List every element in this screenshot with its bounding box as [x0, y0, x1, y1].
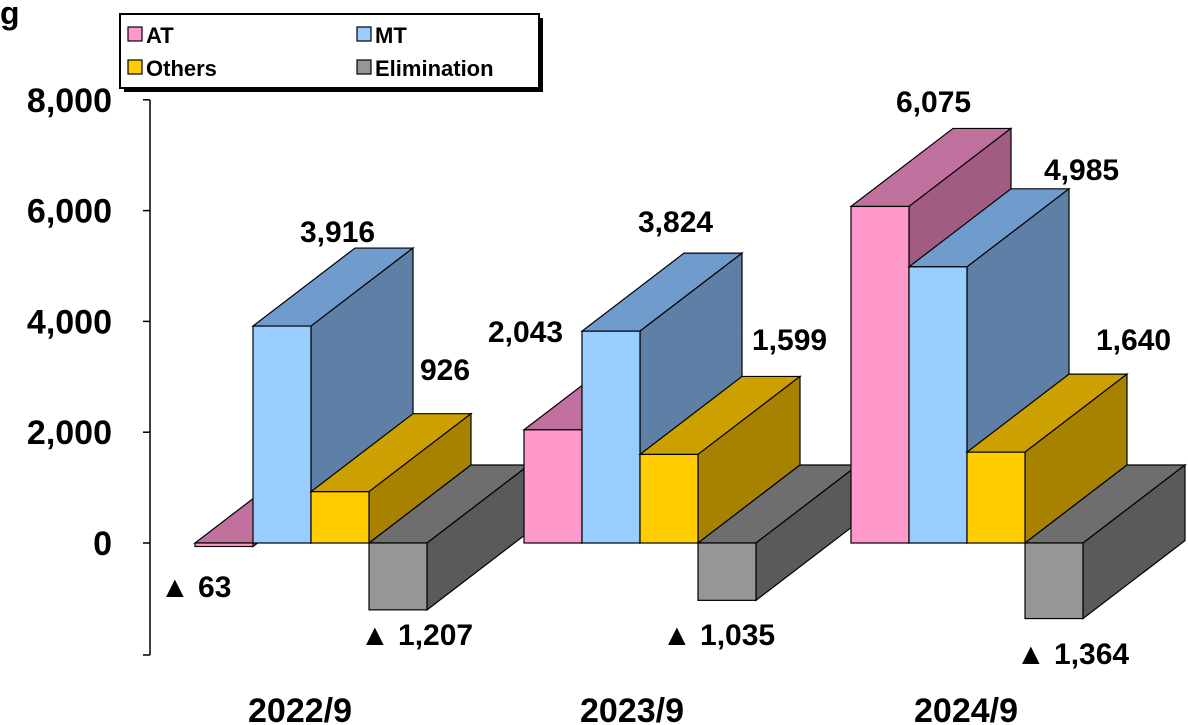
y-axis: 8,000 6,000 4,000 2,000 0 — [27, 82, 151, 656]
bar-front-face — [310, 491, 370, 544]
legend-item-at: AT — [127, 23, 174, 48]
legend-swatch — [356, 59, 372, 75]
bar-elimination-2023-9 — [696, 463, 860, 602]
bar-front-face — [966, 451, 1026, 544]
legend-swatch — [356, 26, 372, 42]
data-label-others-2022-9: 926 — [420, 354, 470, 387]
x-category-label: 2022/9 — [248, 692, 352, 725]
bar-elimination-2022-9 — [367, 463, 531, 612]
bar-front-face — [581, 330, 641, 544]
bar-mt-2022-9 — [251, 246, 415, 545]
bar-front-face — [194, 542, 254, 548]
data-labels: ▲ 63 2,043 6,075 3,916 3,824 4,985 926 1,599 1,6… — [160, 86, 1171, 671]
bar-front-face — [368, 542, 428, 611]
bar-front-face — [908, 266, 968, 544]
y-tick-label: 8,000 — [27, 82, 112, 120]
y-tick-label: 4,000 — [27, 303, 112, 341]
data-label-mt-2023-9: 3,824 — [638, 206, 713, 239]
data-label-at-2022-9: ▲ 63 — [160, 571, 231, 604]
legend-label: AT — [146, 23, 174, 48]
data-label-others-2024-9: 1,640 — [1096, 324, 1171, 357]
data-label-others-2023-9: 1,599 — [752, 324, 827, 357]
y-tick-label: 0 — [93, 525, 112, 563]
bar-others-2023-9 — [638, 375, 802, 545]
data-label-at-2024-9: 6,075 — [896, 86, 971, 119]
legend-swatch — [127, 59, 143, 75]
data-label-elimination-2024-9: ▲ 1,364 — [1016, 638, 1129, 671]
legend-swatch — [127, 26, 143, 42]
legend-item-elimination: Elimination — [356, 56, 494, 81]
bar-front-face — [252, 325, 312, 544]
legend-label: Others — [146, 56, 217, 81]
data-label-elimination-2023-9: ▲ 1,035 — [662, 619, 775, 652]
bar-front-face — [1024, 542, 1084, 620]
y-tick-label: 2,000 — [27, 414, 112, 452]
data-label-at-2023-9: 2,043 — [488, 316, 563, 349]
title-fragment: g — [0, 0, 20, 31]
data-label-mt-2022-9: 3,916 — [300, 216, 375, 249]
data-label-mt-2024-9: 4,985 — [1044, 154, 1119, 187]
legend-item-others: Others — [127, 56, 217, 81]
y-tick-label: 6,000 — [27, 193, 112, 231]
bar-front-face — [523, 429, 583, 544]
x-axis: 2022/9 2023/9 2024/9 — [248, 692, 1018, 725]
x-category-label: 2023/9 — [580, 692, 684, 725]
bar-front-face — [639, 453, 699, 544]
legend-label: Elimination — [375, 56, 494, 81]
x-category-label: 2024/9 — [914, 692, 1018, 725]
legend: AT MT Others Elimination — [119, 13, 543, 92]
bar-elimination-2024-9 — [1023, 463, 1187, 620]
legend-box — [119, 13, 540, 89]
data-label-elimination-2022-9: ▲ 1,207 — [360, 619, 473, 652]
plot-area — [193, 127, 1187, 620]
bar-front-face — [850, 205, 910, 544]
legend-label: MT — [375, 23, 407, 48]
bar-front-face — [697, 542, 757, 601]
legend-item-mt: MT — [356, 23, 407, 48]
